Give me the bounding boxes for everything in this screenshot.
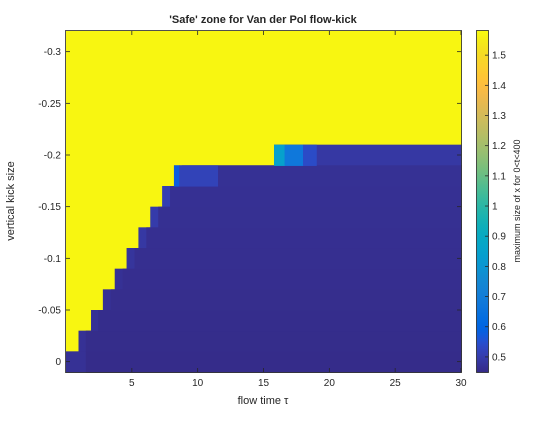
colorbar-label: maximum size of x for 0<t<400	[512, 139, 522, 262]
plot-frame	[65, 30, 462, 373]
colorbar-tick-label: 0.7	[492, 292, 506, 303]
colorbar-tick-label: 1.1	[492, 171, 506, 182]
x-tick-label: 15	[258, 378, 270, 389]
heatmap-floor-band	[122, 268, 462, 290]
x-tick-label: 5	[129, 378, 135, 389]
colorbar: 0.5 0.6 0.7 0.8 0.9 1 1.1 1.2 1.3 1.4 1.5 maximum …	[476, 30, 522, 373]
colorbar-tick-label: 0.6	[492, 322, 506, 333]
colorbar-tick-label: 1.3	[492, 111, 506, 122]
colorbar-gradient	[476, 30, 489, 373]
heatmap-highlight	[284, 144, 304, 166]
y-tick-label: -0.1	[44, 254, 62, 265]
heatmap-highlight	[274, 144, 286, 166]
y-tick-label: 0	[55, 357, 61, 368]
heatmap-floor-band	[158, 206, 462, 228]
x-tick-label: 30	[455, 378, 467, 389]
chart-title: 'Safe' zone for Van der Pol flow-kick	[169, 14, 357, 26]
colorbar-tick-label: 1.5	[492, 51, 506, 62]
colorbar-ticks: 0.5 0.6 0.7 0.8 0.9 1 1.1 1.2 1.3 1.4 1.5	[485, 51, 506, 363]
y-axis-ticks: 0 -0.05 -0.1 -0.15 -0.2 -0.25 -0.3	[38, 47, 461, 368]
heatmap-floor-band	[146, 227, 462, 249]
heatmap-cell	[274, 144, 462, 166]
colorbar-tick-label: 1.2	[492, 141, 506, 152]
y-tick-label: -0.25	[38, 99, 61, 110]
x-tick-label: 20	[324, 378, 336, 389]
heatmap-floor-band	[98, 310, 462, 332]
heatmap-floor-band	[110, 289, 462, 311]
heatmap-floor-band	[170, 186, 462, 208]
y-tick-label: -0.05	[38, 306, 61, 317]
heatmap-floor-band	[134, 248, 462, 270]
y-tick-label: -0.2	[44, 151, 62, 162]
heatmap-floor-band	[85, 351, 462, 373]
x-axis-ticks: 5 10 15 20 25 30	[129, 31, 467, 389]
colorbar-tick-label: 0.8	[492, 262, 506, 273]
colorbar-tick-label: 0.9	[492, 232, 506, 243]
y-axis-label: vertical kick size	[5, 161, 17, 240]
y-tick-label: -0.3	[44, 47, 62, 58]
heatmap-highlight	[173, 165, 180, 187]
x-tick-label: 10	[192, 378, 204, 389]
heatmap-highlight	[303, 144, 317, 166]
plot-cells	[66, 31, 462, 373]
y-tick-label: -0.15	[38, 202, 61, 213]
colorbar-tick-label: 0.5	[492, 352, 506, 363]
colorbar-tick-label: 1.4	[492, 81, 506, 92]
x-tick-label: 25	[390, 378, 402, 389]
heatmap-floor-band	[181, 165, 462, 187]
heatmap-floor-band	[85, 330, 462, 352]
colorbar-tick-label: 1	[492, 202, 498, 213]
x-axis-label: flow time τ	[238, 395, 289, 407]
heatmap-highlight	[179, 165, 219, 187]
